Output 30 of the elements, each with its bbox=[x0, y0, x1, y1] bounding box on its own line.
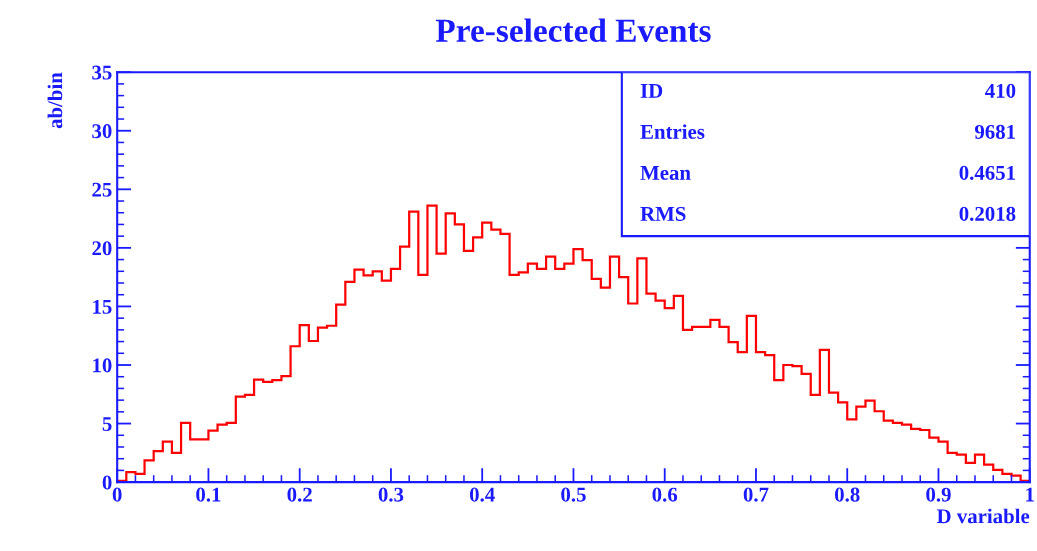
x-tick-label: 0.7 bbox=[743, 487, 769, 502]
annotation: Entries bbox=[640, 124, 705, 139]
x-tick-label: 0.8 bbox=[835, 487, 860, 502]
y-tick-label: 25 bbox=[92, 182, 112, 197]
y-tick-label: 5 bbox=[102, 417, 112, 431]
y-tick-label: 0 bbox=[102, 475, 112, 490]
annotation: 410 bbox=[985, 83, 1016, 98]
x-tick-label: 0.5 bbox=[561, 487, 586, 502]
y-tick-label: 30 bbox=[92, 124, 112, 139]
x-tick-label: 0.1 bbox=[196, 487, 221, 502]
x-tick-label: 0.9 bbox=[926, 487, 951, 502]
x-tick-label: 1 bbox=[1026, 487, 1034, 502]
annotation: ID bbox=[640, 84, 663, 98]
annotation: 9681 bbox=[974, 124, 1015, 139]
x-axis-title: D variable bbox=[936, 508, 1030, 524]
x-tick-label: 0.2 bbox=[287, 487, 312, 502]
x-tick-label: 0.4 bbox=[469, 487, 495, 502]
annotation: 0.2018 bbox=[959, 206, 1016, 221]
y-tick-label: 20 bbox=[92, 241, 112, 256]
y-tick-label: 15 bbox=[93, 299, 112, 314]
chart-title: Pre-selected Events bbox=[435, 18, 711, 42]
x-tick-label: 0.3 bbox=[378, 487, 404, 502]
annotation: Mean bbox=[640, 166, 691, 180]
annotation: RMS bbox=[640, 206, 686, 221]
y-tick-label: 10 bbox=[93, 358, 112, 373]
x-tick-label: 0.6 bbox=[652, 487, 678, 502]
y-tick-label: 35 bbox=[92, 65, 112, 80]
y-axis-title: ab/bin bbox=[47, 72, 63, 129]
annotation: 0.4651 bbox=[959, 165, 1015, 180]
x-tick-label: 0 bbox=[112, 487, 122, 502]
